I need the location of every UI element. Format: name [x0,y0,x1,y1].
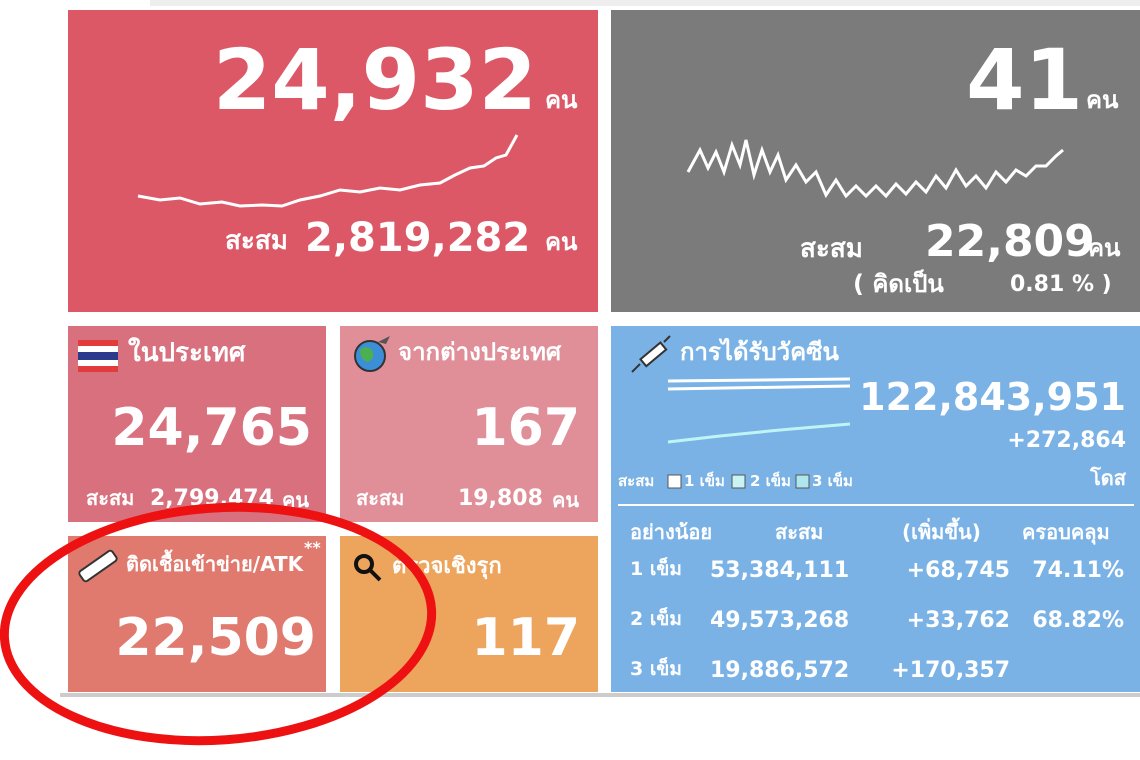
annotation-circle [0,502,437,746]
table-cell: 2 เข็ม [630,608,682,630]
table-cell: 3 เข็ม [630,658,682,680]
cases-today: 24,932 [212,31,537,129]
deaths-sparkline [686,139,1064,199]
bottom-rule [60,693,1140,697]
table-cell: 53,384,111 [710,558,850,583]
table-header: อย่างน้อย [630,520,713,544]
deaths-cumulative-label: สะสม [800,234,863,264]
syringe-icon [631,335,671,373]
imported-cumulative-unit: คน [552,488,580,512]
divider [618,504,1134,506]
deaths-today: 41 [966,31,1083,129]
proactive-panel [340,536,598,692]
legend-swatch [795,474,810,489]
vaccine-title: การได้รับวัคซีน [680,338,839,366]
domestic-today: 24,765 [111,398,312,458]
domestic-cumulative-label: สะสม [86,486,135,510]
table-cell: +170,357 [891,658,1010,683]
deaths-rate: 0.81 % ) [1010,272,1112,297]
imported-cumulative-label: สะสม [356,486,405,510]
imported-today: 167 [471,398,580,458]
deaths-cumulative-unit: คน [1088,234,1121,262]
vaccine-line-2 [667,384,851,391]
deaths-cumulative: 22,809 [925,216,1095,267]
legend-label: สะสม [618,472,655,490]
legend-swatch [731,474,746,489]
imported-title: จากต่างประเทศ [398,338,562,366]
cases-unit: คน [545,86,578,114]
vaccine-line-3 [667,422,851,444]
flag-icon [78,340,118,372]
table-cell: 1 เข็ม [630,558,682,580]
domestic-title: ในประเทศ [128,338,246,368]
proactive-today: 117 [471,608,580,668]
vaccine-total: 122,843,951 [859,375,1126,419]
table-cell: +68,745 [906,558,1010,583]
atk-title: ติดเชื้อเข้าข่าย/ATK [126,552,304,576]
legend-item: 2 เข็ม [750,472,791,490]
vaccine-increase: +272,864 [1007,428,1126,453]
table-cell: +33,762 [906,608,1010,633]
legend-item: 1 เข็ม [684,472,725,490]
cases-sparkline [137,134,519,208]
vaccine-unit: โดส [1090,466,1126,490]
cases-cumulative-label: สะสม [225,226,288,256]
imported-cumulative: 19,808 [458,486,543,511]
legend-swatch [667,474,682,489]
legend-item: 3 เข็ม [812,472,853,490]
table-cell: 19,886,572 [710,658,850,683]
table-header: สะสม [775,520,824,544]
search-icon [354,554,382,582]
atk-note: ** [304,538,321,557]
table-cell: 68.82% [1032,608,1124,633]
atk-today: 22,509 [115,608,316,668]
table-header: ครอบคลุม [1022,520,1110,544]
domestic-cumulative-unit: คน [282,488,310,512]
globe-icon [354,336,390,372]
cases-cumulative-unit: คน [545,228,578,256]
cases-cumulative: 2,819,282 [305,215,531,261]
table-header: (เพิ่มขึ้น) [902,520,981,544]
vaccine-line-1 [667,377,851,383]
table-cell: 74.11% [1032,558,1124,583]
deaths-unit: คน [1086,86,1119,114]
table-cell: 49,573,268 [710,608,850,633]
top-strip [150,0,1140,6]
cases-panel [68,10,598,312]
deaths-rate-label: ( คิดเป็น [853,270,944,298]
atk-icon [78,549,118,583]
